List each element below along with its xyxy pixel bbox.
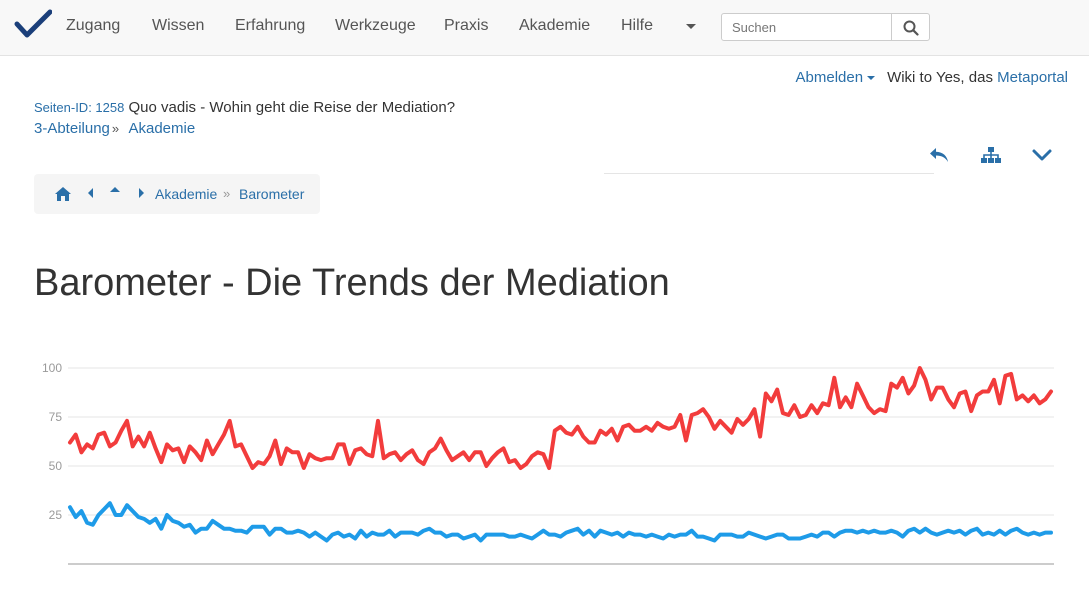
- crumb-section-link[interactable]: 3-Abteilung: [34, 120, 110, 137]
- previous-icon[interactable]: [87, 188, 95, 198]
- page-id-label[interactable]: Seiten-ID: 1258: [34, 100, 125, 115]
- crumb-akademie-link[interactable]: Akademie: [128, 120, 196, 137]
- nav-item-hilfe[interactable]: Hilfe: [621, 17, 654, 34]
- trend-line-chart: 25 50 75 100: [42, 361, 1054, 565]
- search-icon: [903, 20, 919, 36]
- page-title: Barometer - Die Trends der Mediation: [34, 262, 670, 304]
- section-breadcrumb: 3-Abteilung» Akademie: [34, 120, 195, 137]
- breadcrumb: Akademie » Barometer: [34, 174, 320, 214]
- nav-item-akademie[interactable]: Akademie: [519, 17, 591, 34]
- y-tick-label-100: 100: [42, 361, 62, 375]
- sitemap-icon[interactable]: [980, 145, 1002, 165]
- page-subtitle: Quo vadis - Wohin geht die Reise der Med…: [128, 99, 456, 116]
- chevron-down-icon[interactable]: [1031, 145, 1053, 165]
- series-line-1: [68, 501, 1053, 543]
- logout-caret-icon[interactable]: [867, 76, 876, 81]
- nav-item-zugang[interactable]: Zugang: [66, 17, 121, 34]
- home-icon[interactable]: [54, 186, 72, 202]
- checkmark-logo-icon[interactable]: [14, 8, 52, 42]
- nav-item-praxis[interactable]: Praxis: [444, 17, 489, 34]
- page-id-line: Seiten-ID: 1258 Quo vadis - Wohin geht d…: [34, 99, 455, 116]
- crumb-separator: »: [111, 121, 120, 136]
- reply-back-icon[interactable]: [928, 145, 950, 165]
- y-tick-label-50: 50: [49, 459, 63, 473]
- y-tick-label-75: 75: [49, 410, 63, 424]
- logout-link[interactable]: Abmelden: [795, 69, 864, 86]
- breadcrumb-barometer-link[interactable]: Barometer: [239, 186, 305, 202]
- y-tick-label-25: 25: [49, 508, 63, 522]
- breadcrumb-akademie-link[interactable]: Akademie: [155, 186, 218, 202]
- breadcrumb-separator: »: [223, 186, 231, 201]
- toolbar-divider: [604, 173, 934, 174]
- nav-item-wissen[interactable]: Wissen: [152, 17, 205, 34]
- top-navbar: Zugang Wissen Erfahrung Werkzeuge Praxis…: [0, 0, 1089, 56]
- user-bar: Abmelden Wiki to Yes, das Metaportal: [796, 69, 1068, 86]
- search-button[interactable]: [891, 13, 930, 41]
- nav-item-werkzeuge[interactable]: Werkzeuge: [335, 17, 416, 34]
- user-bar-text: Wiki to Yes, das: [887, 69, 993, 86]
- nav-item-erfahrung[interactable]: Erfahrung: [235, 17, 306, 34]
- series-line-0: [68, 366, 1053, 470]
- metaportal-link[interactable]: Metaportal: [997, 69, 1068, 86]
- next-icon[interactable]: [137, 188, 145, 198]
- nav-more-dropdown-icon[interactable]: [686, 24, 696, 29]
- up-icon[interactable]: [110, 186, 120, 194]
- search-input[interactable]: [721, 13, 892, 41]
